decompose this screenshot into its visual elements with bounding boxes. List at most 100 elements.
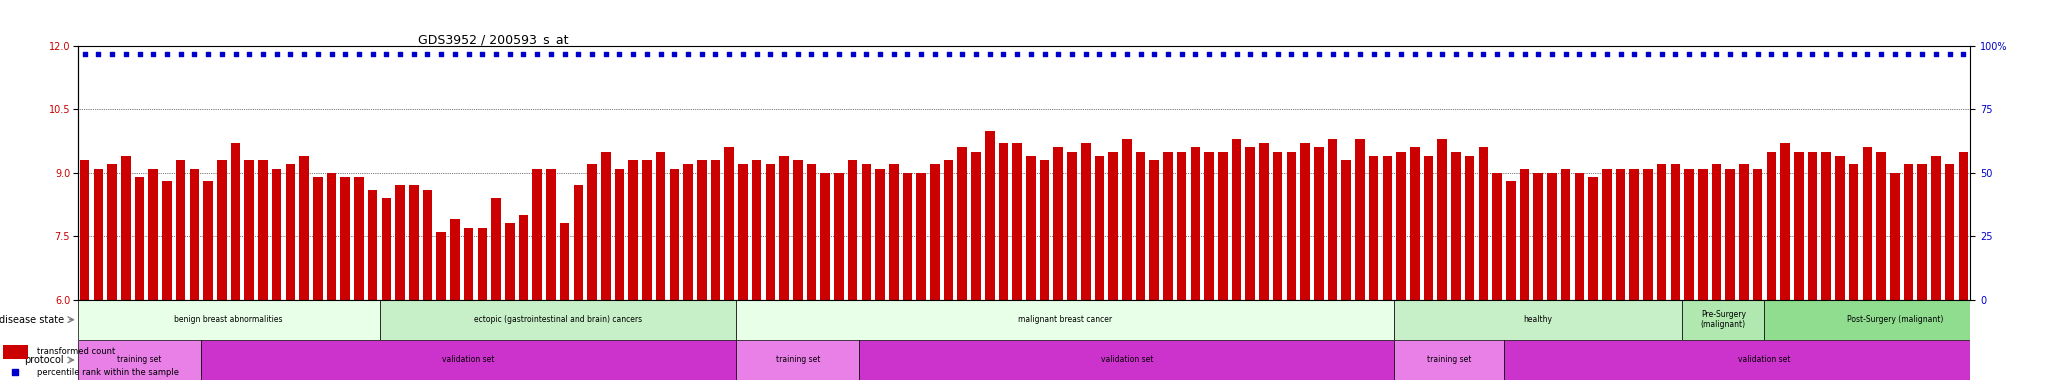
Bar [860, 340, 1395, 380]
Bar [588, 164, 596, 300]
Bar [1300, 143, 1311, 300]
Bar [1137, 152, 1145, 300]
Point [1098, 51, 1130, 57]
Point [68, 51, 100, 57]
Bar [655, 152, 666, 300]
Point [301, 51, 334, 57]
Point [1632, 51, 1665, 57]
Point [1673, 51, 1706, 57]
Point [727, 51, 760, 57]
Bar [518, 215, 528, 300]
Bar [422, 190, 432, 300]
Bar [1780, 143, 1790, 300]
Bar [1724, 169, 1735, 300]
Bar [1395, 300, 1681, 340]
Bar [1681, 300, 1765, 340]
Point [1563, 51, 1595, 57]
Point [467, 51, 500, 57]
Point [754, 51, 786, 57]
Bar [354, 177, 365, 300]
Point [1892, 51, 1925, 57]
Point [205, 51, 238, 57]
Point [616, 51, 649, 57]
Point [1425, 51, 1458, 57]
Point [356, 51, 389, 57]
Bar [201, 340, 735, 380]
Bar [670, 169, 680, 300]
Point [233, 51, 266, 57]
Bar [1767, 152, 1776, 300]
Point [1165, 51, 1198, 57]
Bar [696, 160, 707, 300]
Bar [231, 143, 240, 300]
Point [137, 51, 170, 57]
Bar [147, 169, 158, 300]
Point [438, 51, 471, 57]
Text: malignant breast cancer: malignant breast cancer [1018, 315, 1112, 324]
Point [164, 51, 197, 57]
Bar [1503, 340, 2025, 380]
Bar [735, 340, 860, 380]
Bar [1382, 156, 1393, 300]
Point [219, 51, 252, 57]
Point [768, 51, 801, 57]
Point [1591, 51, 1624, 57]
Bar [985, 131, 995, 300]
Bar [1698, 169, 1708, 300]
Point [178, 51, 211, 57]
Point [123, 51, 156, 57]
Point [1303, 51, 1335, 57]
Point [1907, 51, 1939, 57]
Point [109, 51, 141, 57]
Point [575, 51, 608, 57]
Point [1548, 51, 1581, 57]
Point [823, 51, 856, 57]
Point [1317, 51, 1350, 57]
Point [1262, 51, 1294, 57]
Point [260, 51, 293, 57]
Point [1042, 51, 1075, 57]
Text: disease state: disease state [0, 314, 63, 325]
Bar [1204, 152, 1214, 300]
Bar [629, 160, 639, 300]
Bar [1808, 152, 1817, 300]
Point [1645, 51, 1677, 57]
Bar [451, 219, 459, 300]
Text: validation set: validation set [442, 356, 496, 364]
Bar [999, 143, 1008, 300]
Bar [436, 232, 446, 300]
Point [1151, 51, 1184, 57]
Text: healthy: healthy [1524, 315, 1552, 324]
Point [1276, 51, 1309, 57]
Bar [272, 169, 281, 300]
Bar [1905, 164, 1913, 300]
Bar [1505, 181, 1516, 300]
Bar [1739, 164, 1749, 300]
Bar [1575, 173, 1585, 300]
Point [1536, 51, 1569, 57]
Bar [94, 169, 102, 300]
Bar [889, 164, 899, 300]
Point [1454, 51, 1487, 57]
Bar [532, 169, 543, 300]
Bar [203, 181, 213, 300]
Bar [1683, 169, 1694, 300]
Point [1919, 51, 1952, 57]
Bar [1081, 143, 1090, 300]
Bar [1012, 143, 1022, 300]
Point [1878, 51, 1911, 57]
Point [1399, 51, 1432, 57]
Text: Pre-Surgery
(malignant): Pre-Surgery (malignant) [1700, 310, 1745, 329]
Bar [1260, 143, 1270, 300]
Bar [410, 185, 418, 300]
Point [412, 51, 444, 57]
Point [508, 51, 541, 57]
Point [932, 51, 965, 57]
Point [1180, 51, 1212, 57]
Bar [1589, 177, 1597, 300]
Bar [369, 190, 377, 300]
Bar [1958, 152, 1968, 300]
Point [1358, 51, 1391, 57]
Text: Post-Surgery (malignant): Post-Surgery (malignant) [1847, 315, 1944, 324]
Point [1782, 51, 1815, 57]
